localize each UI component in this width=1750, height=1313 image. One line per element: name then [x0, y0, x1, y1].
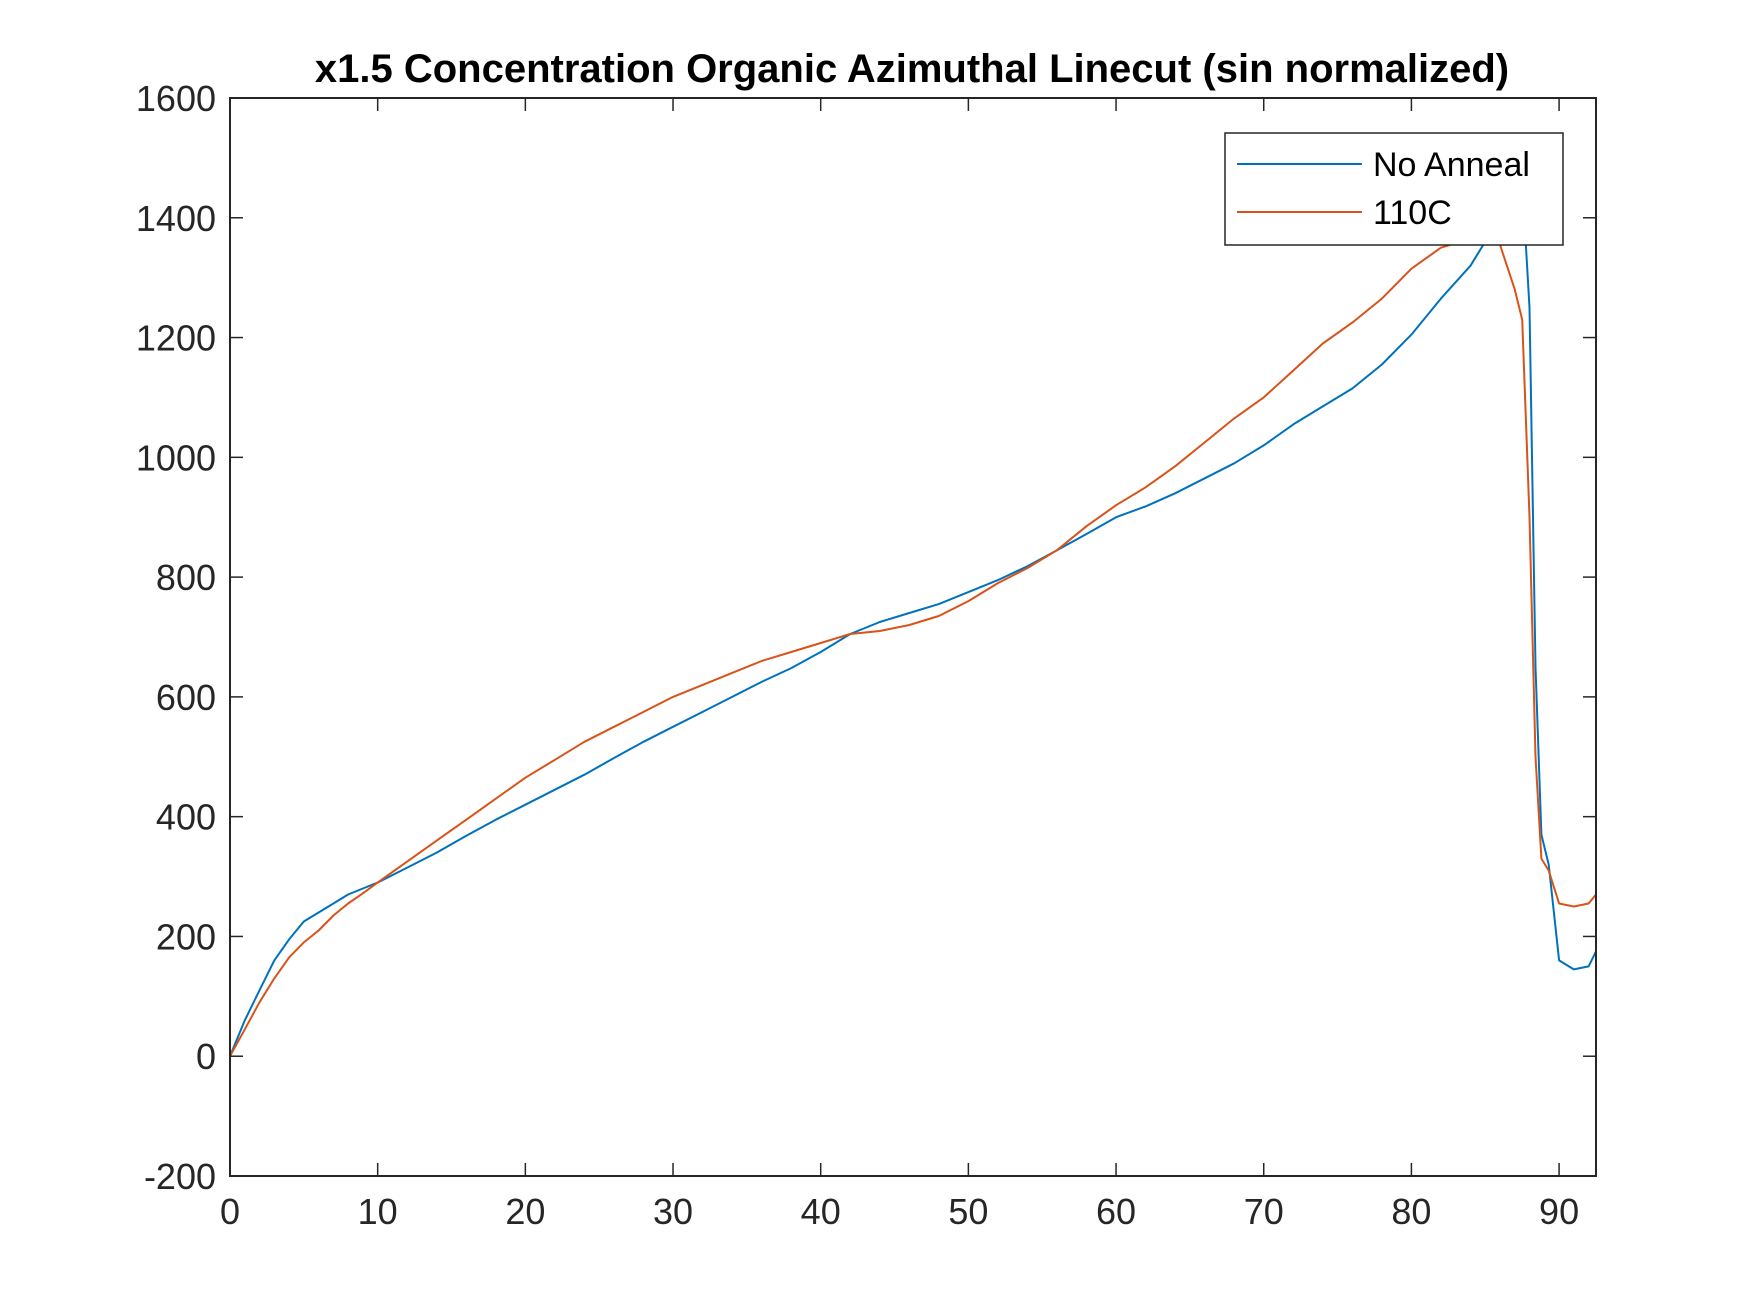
x-tick-label: 40 — [801, 1191, 841, 1232]
y-tick-label: -200 — [144, 1156, 216, 1197]
x-tick-label: 0 — [220, 1191, 240, 1232]
series-line-110c — [229, 234, 1597, 1057]
x-tick-label: 60 — [1096, 1191, 1136, 1232]
chart-title: x1.5 Concentration Organic Azimuthal Lin… — [315, 47, 1509, 91]
y-tick-label: 1200 — [136, 318, 216, 359]
x-tick-label: 90 — [1539, 1191, 1579, 1232]
plot-area — [230, 98, 1596, 1176]
legend: No Anneal 110C — [1224, 132, 1564, 246]
y-tick-label: 600 — [156, 677, 216, 718]
legend-label-110c: 110C — [1373, 194, 1452, 232]
x-tick-label: 30 — [653, 1191, 693, 1232]
y-tick-label: 1600 — [136, 78, 216, 119]
x-tick-label: 10 — [358, 1191, 398, 1232]
y-tick-label: 1000 — [136, 437, 216, 478]
y-tick-label: 1400 — [136, 198, 216, 239]
y-tick-label: 800 — [156, 557, 216, 598]
legend-box — [1224, 132, 1564, 246]
y-tick-label: 0 — [196, 1036, 216, 1077]
legend-label-no-anneal: No Anneal — [1373, 146, 1530, 184]
axes-box — [229, 97, 1597, 1177]
x-tick-label: 70 — [1244, 1191, 1284, 1232]
x-tick-label: 50 — [948, 1191, 988, 1232]
y-tick-label: 200 — [156, 916, 216, 957]
ticks-layer: 0 10 20 30 40 50 60 70 80 90-20002004006008001000… — [136, 78, 1596, 1232]
y-tick-label: 400 — [156, 797, 216, 838]
x-tick-label: 80 — [1391, 1191, 1431, 1232]
x-tick-label: 20 — [505, 1191, 545, 1232]
